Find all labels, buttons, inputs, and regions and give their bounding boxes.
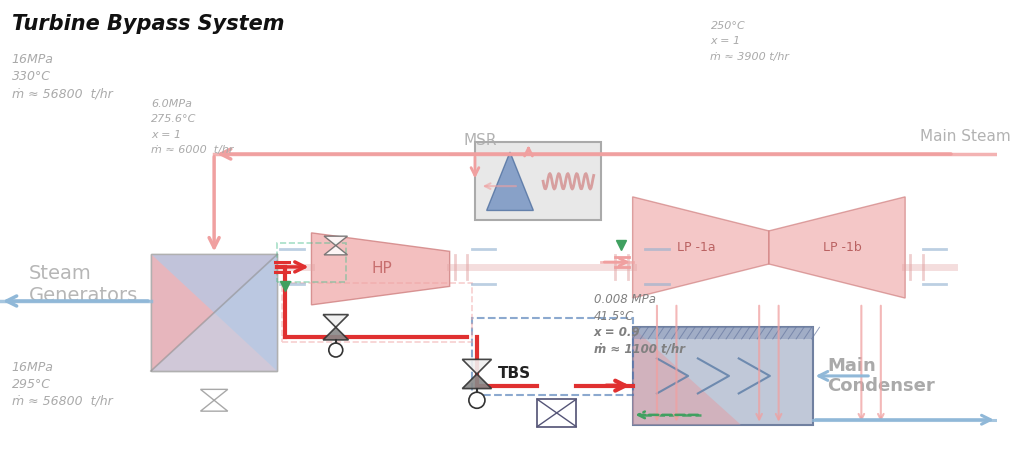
- Text: 295°C: 295°C: [11, 378, 50, 391]
- Text: Main Steam: Main Steam: [920, 129, 1011, 144]
- Polygon shape: [151, 254, 278, 371]
- Text: x = 1: x = 1: [711, 36, 740, 46]
- Polygon shape: [486, 152, 534, 211]
- Text: Steam
Generators: Steam Generators: [30, 264, 138, 305]
- Polygon shape: [462, 359, 492, 374]
- Circle shape: [329, 343, 343, 357]
- Text: HP: HP: [371, 261, 392, 276]
- Text: ṁ ≈ 3900 t/hr: ṁ ≈ 3900 t/hr: [711, 52, 790, 62]
- Polygon shape: [324, 314, 348, 327]
- Bar: [633, 327, 813, 425]
- Polygon shape: [325, 246, 347, 255]
- Text: 250°C: 250°C: [711, 20, 745, 30]
- Text: 0.008 MPa: 0.008 MPa: [594, 293, 655, 306]
- Text: TBS: TBS: [499, 366, 531, 381]
- Bar: [283, 283, 472, 342]
- Polygon shape: [324, 327, 348, 340]
- Bar: [278, 243, 345, 282]
- Text: 6.0MPa: 6.0MPa: [151, 99, 191, 109]
- Text: Turbine Bypass System: Turbine Bypass System: [11, 14, 285, 34]
- Text: 275.6°C: 275.6°C: [151, 114, 197, 124]
- Bar: [538, 399, 577, 426]
- Bar: [633, 327, 813, 339]
- Polygon shape: [311, 233, 450, 305]
- Polygon shape: [633, 197, 769, 298]
- Text: MSR: MSR: [463, 132, 497, 147]
- Text: ṁ ≈ 6000  t/hr: ṁ ≈ 6000 t/hr: [151, 145, 233, 155]
- Text: 330°C: 330°C: [11, 71, 50, 83]
- Text: LP -1b: LP -1b: [822, 241, 861, 254]
- Circle shape: [469, 392, 485, 408]
- Bar: [475, 142, 601, 220]
- Text: 16MPa: 16MPa: [11, 53, 53, 66]
- Bar: [151, 254, 278, 371]
- Polygon shape: [769, 197, 905, 298]
- Polygon shape: [633, 327, 740, 425]
- Polygon shape: [201, 389, 227, 400]
- Text: 16MPa: 16MPa: [11, 361, 53, 374]
- Text: x = 0.9: x = 0.9: [594, 326, 640, 339]
- Bar: [472, 318, 633, 395]
- Bar: [151, 254, 278, 371]
- Text: ṁ ≈ 56800  t/hr: ṁ ≈ 56800 t/hr: [11, 394, 113, 407]
- Text: ṁ ≈ 56800  t/hr: ṁ ≈ 56800 t/hr: [11, 88, 113, 101]
- Text: 41.5°C: 41.5°C: [594, 310, 634, 323]
- Text: x = 1: x = 1: [151, 130, 181, 140]
- Polygon shape: [462, 374, 492, 389]
- Polygon shape: [325, 236, 347, 246]
- Text: LP -1a: LP -1a: [677, 241, 715, 254]
- Polygon shape: [151, 254, 278, 371]
- Text: Main
Condenser: Main Condenser: [827, 357, 935, 395]
- Text: ṁ ≈ 1100 t/hr: ṁ ≈ 1100 t/hr: [594, 343, 685, 356]
- Polygon shape: [201, 400, 227, 411]
